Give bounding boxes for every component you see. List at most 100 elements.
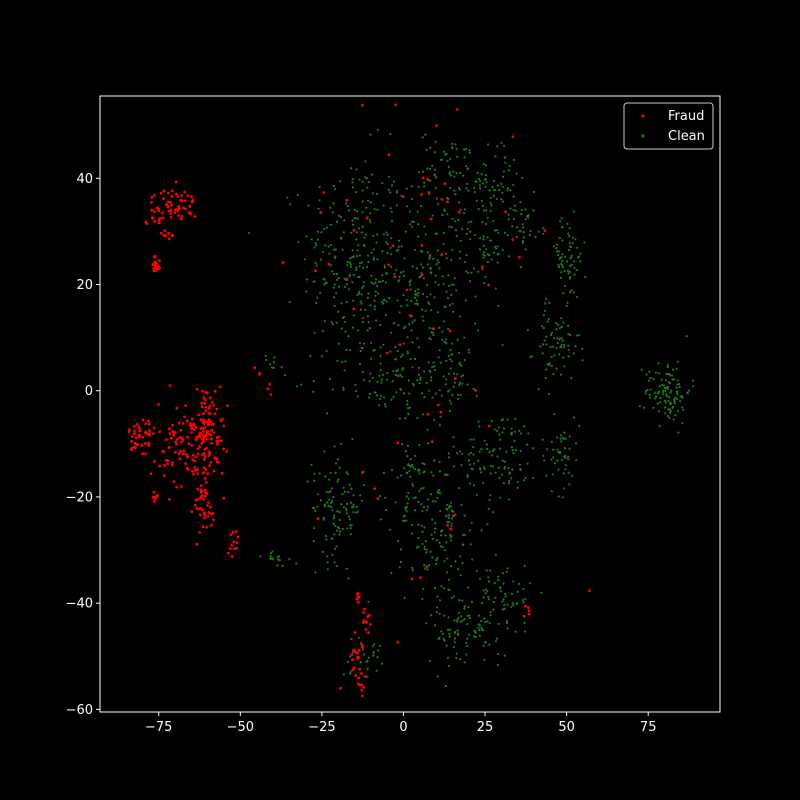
clean-point bbox=[316, 493, 319, 496]
clean-point bbox=[486, 216, 489, 219]
clean-point bbox=[437, 283, 440, 286]
clean-point bbox=[382, 373, 385, 376]
clean-point bbox=[451, 217, 454, 220]
clean-point bbox=[484, 641, 487, 644]
fraud-point bbox=[158, 430, 162, 434]
clean-point bbox=[445, 644, 448, 647]
clean-point bbox=[560, 317, 563, 320]
clean-point bbox=[447, 274, 450, 277]
clean-point bbox=[433, 296, 436, 299]
clean-point bbox=[560, 226, 564, 229]
clean-point bbox=[466, 227, 469, 231]
clean-point bbox=[418, 472, 421, 475]
clean-point bbox=[313, 246, 316, 249]
clean-point bbox=[469, 230, 472, 233]
clean-point bbox=[544, 376, 547, 380]
clean-point bbox=[446, 297, 450, 300]
clean-point bbox=[321, 329, 324, 333]
clean-point bbox=[465, 187, 468, 190]
fraud-point bbox=[204, 390, 208, 394]
clean-point bbox=[507, 467, 510, 470]
clean-point bbox=[441, 330, 444, 333]
clean-point bbox=[388, 175, 391, 178]
clean-point bbox=[322, 516, 325, 520]
clean-point bbox=[396, 369, 399, 372]
clean-point bbox=[325, 350, 328, 353]
clean-point bbox=[557, 468, 560, 471]
clean-point bbox=[398, 275, 401, 279]
fraud-point bbox=[190, 427, 194, 431]
x-tick-label: 0 bbox=[399, 720, 407, 735]
fraud-point bbox=[206, 504, 209, 507]
fraud-point bbox=[190, 417, 194, 421]
clean-point bbox=[510, 477, 513, 480]
fraud-point bbox=[446, 200, 449, 204]
clean-point bbox=[660, 378, 663, 381]
clean-point bbox=[518, 582, 521, 585]
fraud-point bbox=[209, 505, 212, 509]
fraud-point bbox=[162, 450, 166, 453]
fraud-point bbox=[356, 592, 360, 595]
clean-point bbox=[482, 256, 485, 259]
clean-point bbox=[410, 220, 413, 223]
fraud-point bbox=[183, 199, 187, 203]
fraud-point bbox=[176, 438, 179, 441]
clean-point bbox=[664, 412, 667, 415]
clean-point bbox=[505, 450, 508, 453]
clean-point bbox=[499, 496, 502, 499]
fraud-point bbox=[162, 189, 166, 193]
clean-point bbox=[478, 629, 481, 632]
fraud-point bbox=[203, 401, 207, 405]
fraud-point bbox=[195, 387, 199, 391]
clean-point bbox=[284, 373, 287, 377]
clean-point bbox=[329, 206, 332, 209]
fraud-point bbox=[446, 523, 450, 527]
clean-point bbox=[346, 261, 349, 264]
fraud-point bbox=[439, 410, 443, 414]
clean-point bbox=[584, 275, 587, 279]
clean-point bbox=[545, 343, 548, 346]
clean-point bbox=[381, 274, 384, 277]
clean-point bbox=[546, 320, 550, 323]
clean-point bbox=[444, 534, 447, 537]
clean-point bbox=[489, 614, 492, 617]
clean-point bbox=[579, 260, 582, 263]
clean-point bbox=[397, 280, 400, 283]
clean-point bbox=[666, 414, 669, 418]
clean-point bbox=[496, 261, 499, 264]
clean-point bbox=[366, 199, 370, 202]
clean-point bbox=[495, 247, 498, 250]
fraud-point bbox=[170, 189, 174, 193]
clean-point bbox=[539, 345, 542, 348]
fraud-point bbox=[398, 343, 402, 347]
clean-point bbox=[488, 189, 491, 192]
clean-point bbox=[326, 568, 329, 571]
clean-point bbox=[569, 256, 572, 259]
clean-point bbox=[470, 220, 473, 223]
fraud-point bbox=[193, 428, 196, 431]
fraud-point bbox=[133, 429, 136, 433]
clean-point bbox=[515, 172, 518, 175]
clean-point bbox=[567, 355, 570, 358]
fraud-point bbox=[207, 432, 211, 436]
fraud-point bbox=[192, 422, 196, 426]
clean-point bbox=[412, 484, 415, 487]
clean-point bbox=[373, 299, 376, 302]
clean-point bbox=[501, 200, 504, 203]
clean-point bbox=[500, 419, 503, 422]
clean-point bbox=[454, 560, 457, 563]
clean-point bbox=[460, 503, 463, 507]
clean-point bbox=[428, 167, 432, 171]
clean-point bbox=[373, 305, 376, 308]
clean-point bbox=[423, 470, 426, 473]
fraud-point bbox=[141, 452, 145, 456]
fraud-point bbox=[319, 211, 323, 214]
clean-point bbox=[444, 684, 447, 688]
clean-point bbox=[458, 363, 461, 366]
clean-point bbox=[678, 383, 681, 386]
clean-point bbox=[466, 475, 469, 479]
clean-point bbox=[547, 392, 551, 396]
clean-point bbox=[498, 433, 501, 436]
clean-point bbox=[512, 580, 515, 583]
clean-point bbox=[506, 189, 509, 192]
